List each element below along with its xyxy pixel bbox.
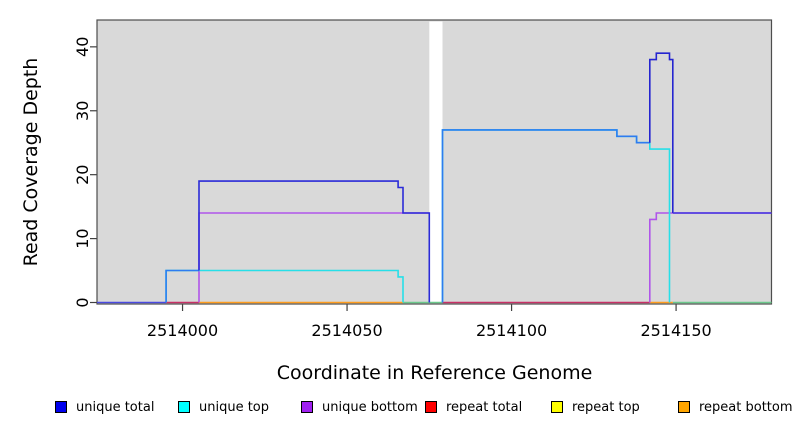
legend-item-repeat-total: repeat total: [425, 399, 522, 415]
x-tick-label: 2514100: [476, 321, 547, 340]
line-unique-total: [165, 269, 199, 303]
unique-bottom-swatch-icon: [301, 401, 313, 413]
legend-item-repeat-bottom: repeat bottom: [678, 399, 792, 415]
legend-label: unique bottom: [322, 399, 418, 415]
legend-label: repeat total: [446, 399, 523, 415]
legend-label: repeat top: [572, 399, 640, 415]
line-unique-total: [441, 129, 650, 303]
unique-top-swatch-icon: [178, 401, 190, 413]
plot-border: [96, 19, 773, 305]
y-tick-label: 20: [73, 165, 92, 185]
repeat-total-swatch-icon: [425, 401, 437, 413]
legend-item-unique-top: unique top: [178, 399, 269, 415]
legend-label: repeat bottom: [699, 399, 792, 415]
x-tick-label: 2514000: [147, 321, 218, 340]
coverage-gap-band: [429, 21, 443, 302]
legend-item-repeat-top: repeat top: [551, 399, 640, 415]
y-tick-label: 40: [73, 37, 92, 57]
repeat-bottom-swatch-icon: [678, 401, 690, 413]
unique-total-swatch-icon: [55, 401, 67, 413]
y-tick-label: 10: [73, 228, 92, 248]
y-tick-label: 0: [73, 297, 92, 307]
line-unique-total: [198, 180, 431, 303]
y-tick-label: 30: [73, 101, 92, 121]
x-tick-label: 2514150: [640, 321, 711, 340]
repeat-top-swatch-icon: [551, 401, 563, 413]
legend-item-unique-total: unique total: [55, 399, 154, 415]
legend-label: unique top: [199, 399, 270, 415]
line-unique-total: [648, 52, 674, 213]
y-axis-label: Read Coverage Depth: [20, 57, 42, 267]
legend-item-unique-bottom: unique bottom: [301, 399, 418, 415]
x-axis-label: Coordinate in Reference Genome: [276, 362, 593, 384]
x-tick-label: 2514050: [311, 321, 382, 340]
legend-label: unique total: [76, 399, 155, 415]
